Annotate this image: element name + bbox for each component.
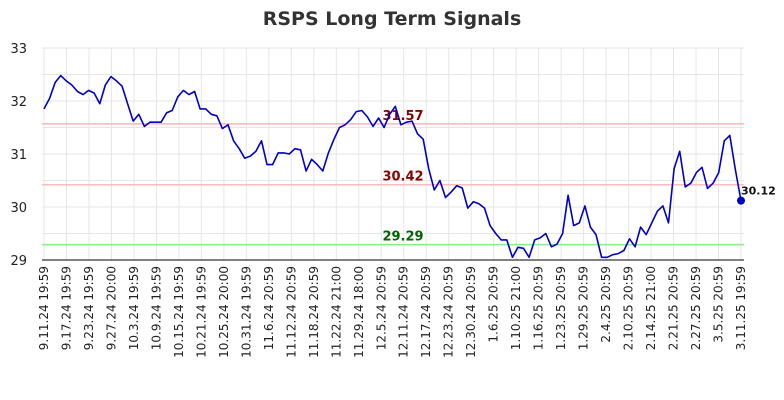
y-tick-label: 30 [10, 201, 27, 216]
x-tick-label: 10.9.24 19:59 [149, 266, 163, 350]
x-tick-label: 9.27.24 20:00 [104, 266, 118, 350]
x-tick-label: 1.16.25 20:59 [532, 266, 546, 350]
x-tick-label: 11.22.24 21:00 [329, 266, 343, 358]
x-tick-label: 2.21.25 20:59 [667, 266, 681, 350]
x-tick-label: 2.14.25 21:00 [644, 266, 658, 350]
series-line [43, 74, 742, 259]
y-tick-label: 32 [10, 95, 27, 110]
x-tick-label: 12.5.24 20:59 [374, 266, 388, 350]
x-tick-label: 10.25.24 20:00 [217, 266, 231, 358]
x-tick-label: 10.31.24 19:59 [239, 266, 253, 358]
reference-lines: 31.57 30.42 29.29 [42, 109, 744, 246]
y-tick-labels: 29 30 31 32 33 [10, 42, 27, 269]
x-tick-label: 12.23.24 20:59 [442, 266, 456, 358]
chart-title: RSPS Long Term Signals [263, 8, 522, 30]
x-tick-label: 9.23.24 19:59 [82, 266, 96, 350]
reference-label: 31.57 [382, 109, 423, 124]
x-tick-label: 9.17.24 19:59 [59, 266, 73, 350]
x-tick-label: 12.17.24 20:59 [419, 266, 433, 358]
y-tick-label: 33 [10, 42, 27, 57]
x-tick-label: 2.10.25 20:59 [622, 266, 636, 350]
reference-label: 30.42 [382, 170, 423, 185]
y-tick-label: 31 [10, 148, 27, 163]
last-value-dot [737, 196, 745, 205]
x-tick-label: 1.29.25 20:59 [577, 266, 591, 350]
x-tick-label: 2.4.25 20:59 [599, 266, 613, 343]
x-tick-label: 10.15.24 19:59 [172, 266, 186, 358]
x-tick-label: 10.3.24 19:59 [127, 266, 141, 350]
x-tick-label: 11.29.24 18:00 [352, 266, 366, 358]
x-tick-label: 12.11.24 20:59 [397, 266, 411, 358]
x-tick-label: 3.5.25 20:59 [712, 266, 726, 343]
x-tick-label: 11.6.24 20:59 [262, 266, 276, 350]
y-tick-label: 29 [10, 254, 27, 269]
last-value-label: 30.12 [741, 185, 776, 198]
x-tick-label: 1.10.25 21:00 [509, 266, 523, 350]
x-tick-label: 1.6.25 20:59 [487, 266, 501, 343]
grid [42, 47, 744, 261]
x-tick-label: 3.11.25 19:59 [734, 266, 748, 350]
series [43, 74, 742, 259]
reference-label: 29.29 [382, 230, 423, 245]
last-value-marker: 30.12 [737, 185, 776, 205]
x-tick-label: 11.18.24 20:59 [307, 266, 321, 358]
x-tick-labels: 9.11.24 19:59 9.17.24 19:59 9.23.24 19:59 9… [37, 266, 748, 358]
x-tick-label: 2.27.25 20:59 [689, 266, 703, 350]
x-tick-label: 11.12.24 20:59 [284, 266, 298, 358]
x-tick-label: 12.30.24 20:59 [464, 266, 478, 358]
x-tick-label: 9.11.24 19:59 [37, 266, 51, 350]
x-tick-label: 1.23.25 20:59 [554, 266, 568, 350]
x-tick-label: 10.21.24 19:59 [194, 266, 208, 358]
